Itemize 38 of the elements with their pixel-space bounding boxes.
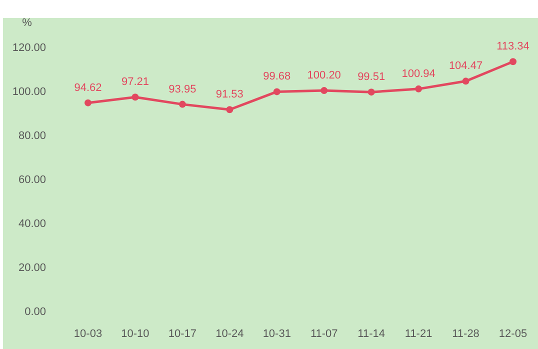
point [415, 85, 422, 92]
y-tick-label: 100.00 [12, 86, 46, 98]
point [368, 88, 375, 96]
x-tick-label: 10-03 [74, 328, 102, 340]
data-label: 91.53 [216, 88, 244, 101]
x-tick-label: 10-31 [262, 328, 291, 340]
y-tick-label: 40.00 [18, 218, 46, 230]
data-label: 93.95 [168, 83, 196, 96]
data-label: 99.51 [358, 71, 386, 84]
x-tick-label: 10-10 [121, 328, 150, 340]
point [320, 87, 328, 94]
data-label: 94.62 [74, 82, 102, 94]
data-label: 100.20 [307, 70, 341, 82]
data-label: 97.21 [121, 76, 149, 88]
point [178, 100, 186, 108]
data-label: 100.94 [402, 68, 436, 80]
data-label: 99.68 [263, 70, 291, 83]
x-tick-label: 10-24 [216, 328, 244, 340]
y-tick-label: 20.00 [18, 262, 46, 274]
data-label: 104.47 [448, 60, 483, 72]
x-tick-label: 11-28 [452, 328, 480, 340]
y-axis-title: % [22, 17, 32, 29]
point [226, 106, 234, 114]
y-tick-label: 60.00 [18, 174, 46, 186]
x-tick-label: 10-17 [168, 328, 197, 340]
point [462, 78, 470, 85]
x-tick-label: 11-14 [358, 328, 385, 340]
point [273, 88, 280, 96]
y-tick-label: 80.00 [18, 130, 46, 142]
x-tick-label: 11-07 [310, 328, 338, 340]
point [84, 99, 92, 106]
y-tick-label: 120.00 [12, 42, 46, 54]
data-label: 113.34 [496, 40, 530, 53]
x-tick-label: 11-21 [404, 328, 432, 340]
point [132, 94, 139, 101]
x-tick-label: 12-05 [498, 328, 528, 340]
y-tick-label: 0.00 [24, 306, 46, 318]
point [510, 58, 516, 66]
